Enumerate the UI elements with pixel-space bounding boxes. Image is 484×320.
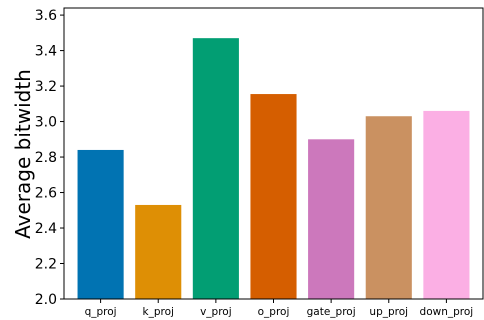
bar-o-proj (250, 94, 297, 300)
x-tick-label: o_proj (258, 306, 290, 318)
bar-gate-proj (308, 139, 355, 299)
bar-k-proj (135, 204, 182, 299)
y-tick-label: 3.0 (35, 115, 57, 131)
y-tick-label: 3.2 (35, 79, 57, 95)
bars-group (77, 38, 470, 300)
y-tick-label: 2.0 (35, 292, 57, 308)
y-axis-label: Average bitwidth (11, 69, 35, 239)
y-axis-ticks: 2.0 2.2 2.4 2.6 2.8 3.0 3.2 3.4 3.6 (35, 8, 64, 308)
y-tick-label: 2.4 (35, 221, 57, 237)
x-tick-label: gate_proj (307, 306, 356, 318)
plot-frame (63, 7, 484, 300)
x-tick-label: k_proj (143, 306, 174, 318)
bar-down-proj (423, 110, 470, 299)
y-tick-label: 2.6 (35, 186, 57, 202)
y-tick-label: 2.8 (35, 150, 57, 166)
bar-up-proj (365, 116, 412, 299)
y-tick-label: 2.2 (35, 257, 57, 273)
x-tick-label: down_proj (420, 306, 474, 318)
x-tick-label: v_proj (200, 306, 232, 318)
x-axis-ticks: q_proj k_proj v_proj o_proj gate_proj up_proj… (85, 299, 474, 318)
y-tick-label: 3.4 (35, 44, 57, 60)
bar-q-proj (77, 149, 124, 299)
bar-v-proj (192, 38, 239, 299)
x-tick-label: q_proj (85, 306, 117, 318)
x-tick-label: up_proj (369, 306, 408, 318)
y-tick-label: 3.6 (35, 8, 57, 24)
